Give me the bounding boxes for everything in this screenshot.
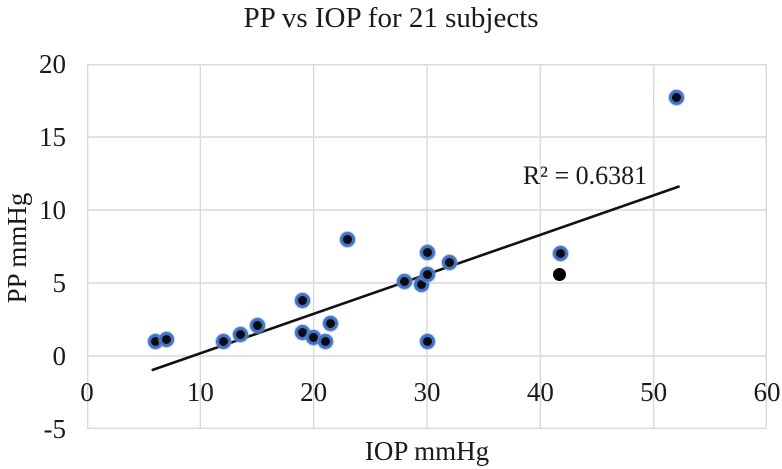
data-point xyxy=(668,90,684,106)
x-tick-label: 50 xyxy=(640,377,668,407)
data-point xyxy=(294,293,310,309)
data-point xyxy=(158,332,174,348)
x-tick-label: 60 xyxy=(753,377,781,407)
y-tick-label: 10 xyxy=(39,195,66,225)
plot-area xyxy=(87,64,767,429)
y-tick-label: 15 xyxy=(39,122,66,152)
x-tick-label: 20 xyxy=(300,377,328,407)
data-point xyxy=(419,244,435,260)
x-tick-label: 30 xyxy=(413,377,441,407)
y-tick-label: 5 xyxy=(52,268,67,298)
y-tick-label: 20 xyxy=(39,49,66,79)
data-point xyxy=(419,333,435,349)
y-tick-label: -5 xyxy=(43,414,67,444)
data-point xyxy=(323,316,339,332)
r-squared-annotation: R² = 0.6381 xyxy=(522,161,648,190)
data-point xyxy=(396,274,412,290)
data-point xyxy=(442,255,458,271)
x-tick-label: 40 xyxy=(526,377,554,407)
data-point xyxy=(232,326,248,342)
x-tick-label: 0 xyxy=(80,377,94,407)
x-tick-label: 10 xyxy=(186,377,214,407)
data-point xyxy=(340,231,356,247)
y-axis-title: PP mmHg xyxy=(2,192,32,304)
data-point xyxy=(553,246,569,262)
data-point-solid-black xyxy=(553,267,567,281)
x-axis-title: IOP mmHg xyxy=(364,436,490,466)
data-point xyxy=(317,333,333,349)
chart-title: PP vs IOP for 21 subjects xyxy=(243,2,539,34)
y-tick-label: 0 xyxy=(52,341,67,371)
data-point xyxy=(419,266,435,282)
data-point xyxy=(249,317,265,333)
data-point xyxy=(215,333,231,349)
gridlines-and-trendline-layer xyxy=(87,64,767,429)
